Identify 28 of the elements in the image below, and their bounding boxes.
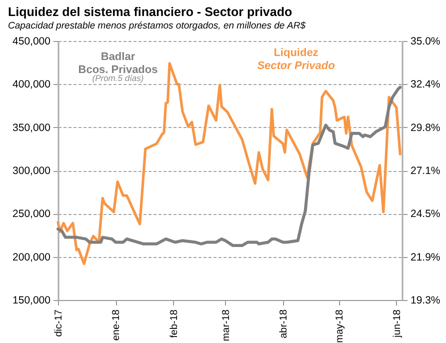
x-tick-label: feb-18 (168, 309, 180, 338)
annotation: (Prom.5 días) (92, 73, 144, 83)
text: Badlar Bcos. Privados (78, 51, 158, 76)
y2-tick-label: 21.9% (410, 251, 440, 264)
x-tick-label: jun-18 (392, 309, 403, 338)
y-tick-label: 350,000 (12, 122, 51, 134)
y2-tick-label: 35.0% (410, 36, 440, 48)
x-tick-label: mar-18 (220, 309, 232, 342)
y2-tick-label: 19.3% (410, 294, 440, 306)
line-series (56, 62, 402, 266)
y2-tick-label: 32.4% (410, 78, 440, 91)
y-tick-label: 400,000 (12, 78, 51, 91)
y-tick-label: 300,000 (12, 165, 51, 177)
series-label: Liquidez Sector Privado (257, 47, 336, 72)
x-tick-label: dic-17 (54, 309, 64, 337)
x-tick-label: ene-18 (111, 309, 122, 341)
y-tick-label: 150,000 (12, 294, 51, 306)
chart-title: Liquidez del sistema financiero - Sector privado (8, 5, 292, 19)
chart-subtitle: Capacidad prestable menos préstamos otorgados, en millones de AR$ (8, 20, 306, 32)
x-tick-label: may-18 (334, 309, 346, 343)
y-tick-label: 250,000 (12, 208, 51, 220)
y2-tick-label: 24.5% (410, 208, 440, 220)
x-tick-label: abr-18 (278, 309, 290, 338)
y-tick-label: 450,000 (12, 36, 51, 48)
line-series (56, 86, 402, 248)
y2-tick-label: 27.1% (410, 165, 440, 177)
y-tick-label: 200,000 (12, 251, 51, 264)
y2-tick-label: 29.8% (410, 122, 440, 134)
